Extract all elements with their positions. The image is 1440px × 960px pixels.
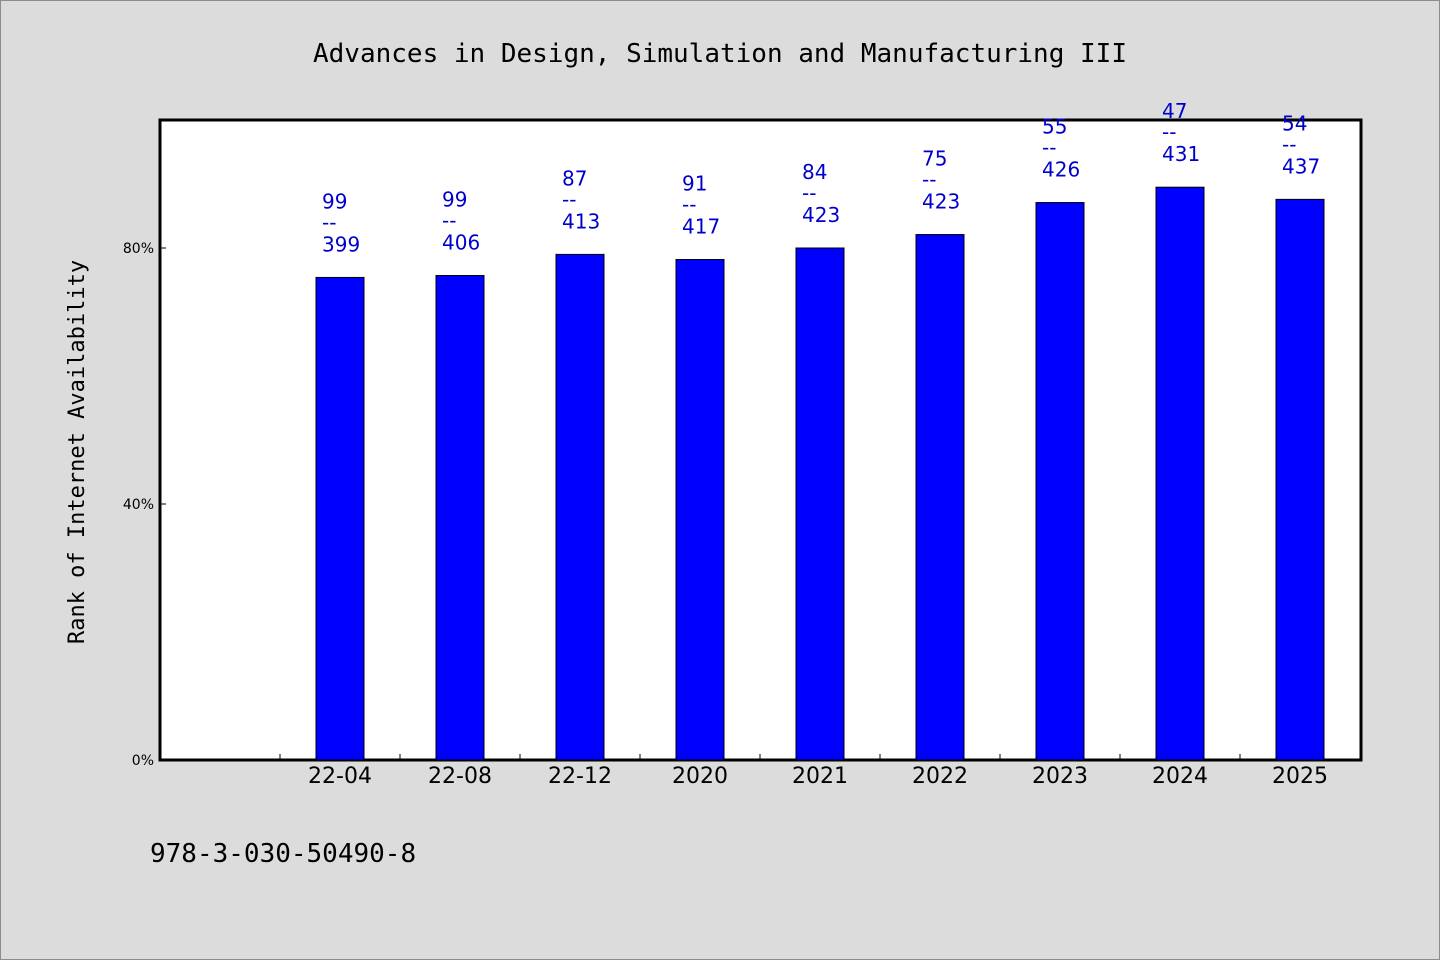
data-label-separator: --: [562, 187, 576, 211]
data-labels: 99--39999--40687--41391--41784--42375--4…: [322, 99, 1320, 256]
bar: [915, 234, 965, 761]
data-label-separator: --: [1042, 136, 1056, 160]
y-axis-label: Rank of Internet Availability: [65, 260, 90, 644]
x-tick-label: 22-12: [548, 764, 612, 789]
data-label-bottom: 406: [442, 231, 480, 255]
data-label-bottom: 437: [1282, 154, 1320, 178]
data-label-top: 55: [1042, 115, 1067, 139]
data-label-top: 84: [802, 160, 827, 184]
data-label-bottom: 417: [682, 215, 720, 239]
y-tick-label: 80%: [123, 241, 154, 257]
isbn-text: 978-3-030-50490-8: [150, 839, 416, 869]
data-label-separator: --: [682, 193, 696, 217]
data-label-bottom: 431: [1162, 142, 1200, 166]
data-label-separator: --: [1162, 120, 1176, 144]
data-label-top: 54: [1282, 111, 1307, 135]
data-label-top: 47: [1162, 99, 1187, 123]
x-tick-label: 2021: [792, 764, 848, 789]
y-tick-label: 0%: [132, 753, 154, 769]
data-label-bottom: 423: [802, 203, 840, 227]
x-tick-label: 22-08: [428, 764, 492, 789]
y-axis: 0% 40% 80%: [123, 241, 166, 769]
x-tick-label: 22-04: [308, 764, 372, 789]
data-label-bottom: 413: [562, 209, 600, 233]
y-tick-label: 40%: [123, 497, 154, 513]
x-tick-label: 2023: [1032, 764, 1088, 789]
data-label-separator: --: [802, 181, 816, 205]
data-label-bottom: 426: [1042, 158, 1080, 182]
bar: [435, 275, 485, 761]
x-axis: 22-04 22-08 22-12 2020 2021 2022 2023 2024 2025: [279, 754, 1361, 789]
chart-title: Advances in Design, Simulation and Manuf…: [313, 39, 1127, 69]
data-label-top: 99: [442, 188, 467, 212]
data-label-top: 75: [922, 147, 947, 171]
bar: [315, 276, 365, 761]
bar: [675, 259, 725, 761]
bar: [1035, 202, 1085, 761]
x-tick-label: 2025: [1272, 764, 1328, 789]
x-tick-label: 2020: [672, 764, 728, 789]
bar: [795, 247, 845, 761]
data-label-separator: --: [922, 168, 936, 192]
data-label-bottom: 399: [322, 232, 360, 256]
bar-series: [315, 186, 1325, 761]
bar: [555, 253, 605, 761]
data-label-separator: --: [442, 209, 456, 233]
data-label-top: 99: [322, 189, 347, 213]
bar: [1275, 198, 1325, 761]
data-label-top: 91: [682, 172, 707, 196]
x-tick-label: 2024: [1152, 764, 1208, 789]
bar: [1155, 186, 1205, 761]
data-label-separator: --: [1282, 132, 1296, 156]
x-tick-label: 2022: [912, 764, 968, 789]
data-label-top: 87: [562, 166, 587, 190]
data-label-separator: --: [322, 210, 336, 234]
data-label-bottom: 423: [922, 190, 960, 214]
